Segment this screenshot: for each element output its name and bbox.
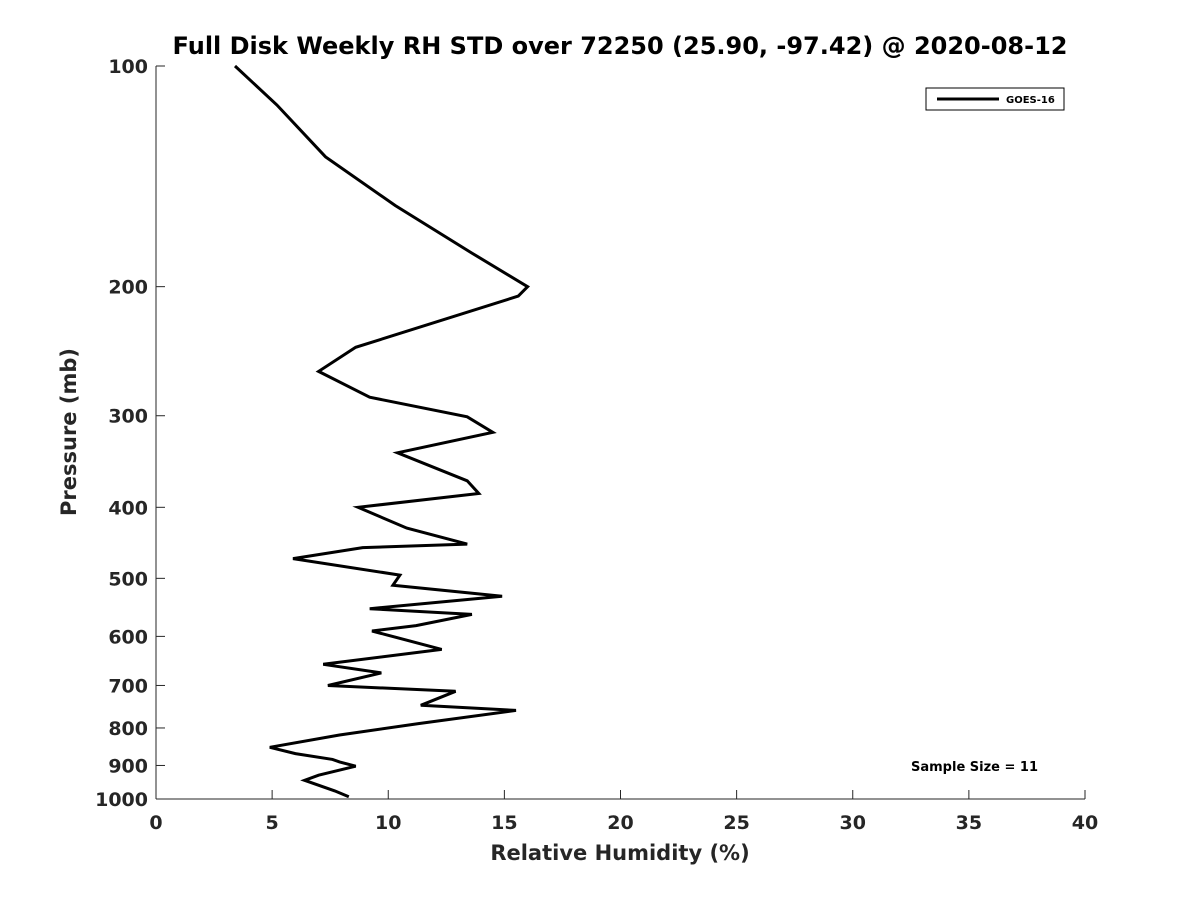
- y-tick-label: 700: [108, 675, 148, 697]
- y-axis-ticks: 100 200 300 400 500 600 700 800 900 1000: [95, 56, 165, 811]
- series-line-goes-16: [233, 64, 531, 799]
- y-tick-label: 200: [108, 277, 148, 299]
- x-tick-label: 20: [607, 812, 633, 834]
- y-tick-label: 600: [108, 626, 148, 648]
- x-axis-label: Relative Humidity (%): [490, 841, 749, 865]
- y-axis-label: Pressure (mb): [57, 348, 81, 516]
- x-tick-label: 40: [1072, 812, 1098, 834]
- y-tick-label: 800: [108, 718, 148, 740]
- x-tick-label: 10: [375, 812, 401, 834]
- y-tick-label: 900: [108, 755, 148, 777]
- y-tick-label: 1000: [95, 789, 148, 811]
- y-tick-label: 500: [108, 568, 148, 590]
- y-tick-label: 400: [108, 497, 148, 519]
- x-tick-label: 35: [956, 812, 982, 834]
- legend-label-goes-16: GOES-16: [1006, 95, 1055, 106]
- chart-title: Full Disk Weekly RH STD over 72250 (25.9…: [173, 32, 1068, 60]
- sample-size-annotation: Sample Size = 11: [911, 760, 1038, 775]
- legend: GOES-16: [925, 87, 1065, 111]
- y-tick-label: 300: [108, 406, 148, 428]
- x-tick-label: 15: [491, 812, 517, 834]
- x-tick-label: 5: [266, 812, 279, 834]
- x-tick-label: 30: [840, 812, 866, 834]
- series-layer: [233, 64, 531, 799]
- x-axis-ticks: 0 5 10 15 20 25 30 35 40: [149, 790, 1098, 834]
- x-tick-label: 0: [149, 812, 162, 834]
- x-tick-label: 25: [723, 812, 749, 834]
- y-tick-label: 100: [108, 56, 148, 78]
